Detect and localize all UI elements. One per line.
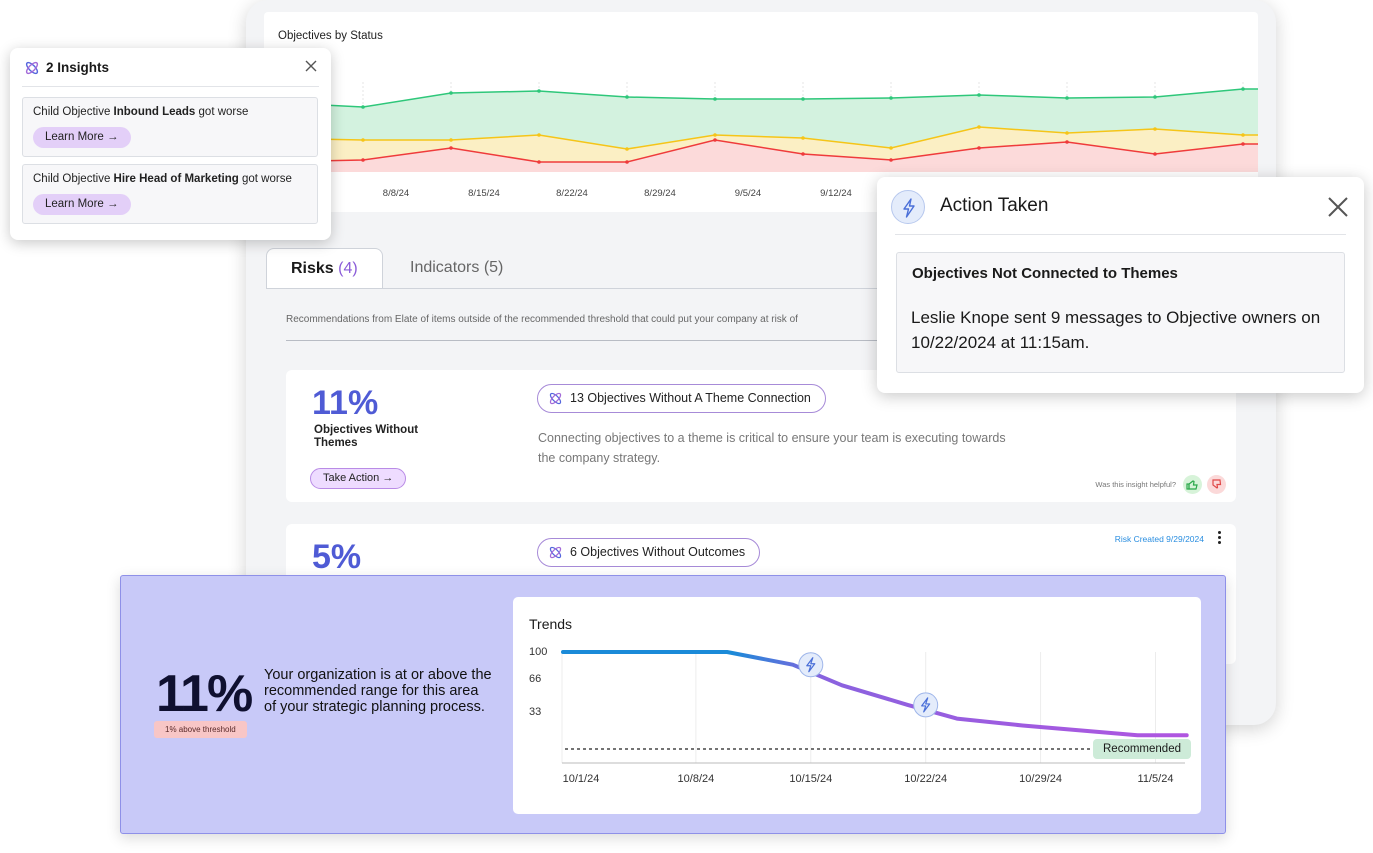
risk-insight-pill[interactable]: 6 Objectives Without Outcomes bbox=[537, 538, 761, 567]
close-icon[interactable] bbox=[1326, 195, 1350, 219]
action-detail-title: Objectives Not Connected to Themes bbox=[912, 265, 1178, 282]
thumbs-down-button[interactable] bbox=[1207, 475, 1226, 494]
risk-percent: 11% bbox=[312, 384, 379, 422]
trends-x-tick-label: 10/22/24 bbox=[904, 773, 947, 785]
insights-title: 2 Insights bbox=[46, 60, 110, 75]
thumbs-up-button[interactable] bbox=[1183, 475, 1202, 494]
action-divider bbox=[895, 234, 1346, 235]
trends-x-tick-label: 10/1/24 bbox=[563, 773, 600, 785]
banner-percent: 11% bbox=[156, 665, 253, 723]
tab-risks[interactable]: Risks (4) bbox=[266, 248, 383, 289]
recommended-label: Recommended bbox=[1093, 739, 1191, 759]
insight-item: Child Objective Inbound Leads got worse … bbox=[22, 97, 318, 157]
thumbs-up-icon bbox=[1186, 480, 1198, 490]
banner-description: Your organization is at or above the rec… bbox=[264, 667, 492, 715]
tab-indicators[interactable]: Indicators (5) bbox=[410, 259, 504, 276]
trends-x-tick-label: 11/5/24 bbox=[1138, 773, 1174, 785]
insight-suffix: got worse bbox=[238, 173, 292, 185]
insight-prefix: Child Objective bbox=[33, 173, 114, 185]
insight-suffix: got worse bbox=[195, 106, 249, 118]
status-x-label: 8/22/24 bbox=[556, 188, 588, 199]
trends-title: Trends bbox=[529, 616, 573, 632]
insight-objective-name: Hire Head of Marketing bbox=[113, 173, 239, 185]
trends-x-tick-label: 10/8/24 bbox=[678, 773, 715, 785]
risk-percent: 5% bbox=[312, 538, 362, 576]
tab-risks-count: (4) bbox=[338, 260, 358, 277]
trends-y-tick-label: 33 bbox=[529, 706, 541, 718]
insight-prefix: Child Objective bbox=[33, 106, 114, 118]
lightning-icon bbox=[798, 652, 824, 678]
status-x-label: 8/8/24 bbox=[383, 188, 409, 199]
threshold-badge: 1% above threshold bbox=[154, 721, 247, 738]
risk-insight-pill-label: 13 Objectives Without A Theme Connection bbox=[570, 391, 811, 405]
insight-atom-icon bbox=[549, 546, 562, 559]
learn-more-button[interactable]: Learn More → bbox=[33, 127, 131, 148]
section-divider bbox=[286, 340, 1236, 341]
status-yellow-area bbox=[264, 127, 1258, 162]
threshold-banner: 11% 1% above threshold Your organization… bbox=[120, 575, 1226, 834]
trends-y-tick-label: 66 bbox=[529, 673, 541, 685]
risk-label: Objectives Without Themes bbox=[314, 424, 419, 449]
status-x-label: 9/12/24 bbox=[820, 188, 852, 199]
risk-insight-pill-label: 6 Objectives Without Outcomes bbox=[570, 545, 746, 559]
insight-atom-icon bbox=[549, 392, 562, 405]
lightning-icon bbox=[891, 190, 925, 224]
status-chart-svg: 8/8/24 8/15/24 8/22/24 8/29/24 9/5/24 9/… bbox=[264, 82, 1258, 199]
status-x-label: 9/5/24 bbox=[735, 188, 761, 199]
trends-chart: Trends 100 66 33 10/1/24 10/8/24 10/15/24 10/… bbox=[513, 597, 1201, 814]
trend-series-line bbox=[561, 650, 1189, 738]
trends-y-tick-label: 100 bbox=[529, 646, 547, 658]
action-taken-title: Action Taken bbox=[940, 195, 1049, 216]
risk-insight-pill[interactable]: 13 Objectives Without A Theme Connection bbox=[537, 384, 826, 413]
status-x-label: 8/15/24 bbox=[468, 188, 500, 199]
status-red-area bbox=[264, 140, 1258, 172]
trends-svg: 100 66 33 10/1/24 10/8/24 10/15/24 10/22/24 10… bbox=[529, 646, 1189, 785]
trends-x-tick-label: 10/29/24 bbox=[1019, 773, 1062, 785]
take-action-button[interactable]: Take Action → bbox=[310, 468, 407, 489]
action-detail-text: Leslie Knope sent 9 messages to Objectiv… bbox=[911, 308, 1321, 352]
action-lightning-marker bbox=[798, 652, 824, 678]
action-taken-popover: Action Taken Objectives Not Connected to… bbox=[877, 177, 1364, 393]
helpful-prompt: Was this insight helpful? bbox=[1095, 480, 1176, 489]
tab-risks-label: Risks bbox=[291, 260, 334, 277]
thumbs-down-icon bbox=[1212, 479, 1222, 489]
insight-text: Child Objective Inbound Leads got worse bbox=[33, 106, 248, 118]
action-lightning-marker bbox=[913, 692, 939, 718]
status-chart-title: Objectives by Status bbox=[278, 30, 383, 42]
learn-more-button[interactable]: Learn More → bbox=[33, 194, 131, 215]
objectives-by-status-chart: Objectives by Status bbox=[264, 12, 1258, 212]
more-options-icon[interactable] bbox=[1216, 530, 1222, 546]
close-icon[interactable] bbox=[303, 58, 319, 74]
tab-divider bbox=[266, 288, 1266, 289]
action-detail-box: Objectives Not Connected to Themes Lesli… bbox=[896, 252, 1345, 373]
lightning-icon bbox=[913, 692, 939, 718]
trends-x-tick-label: 10/15/24 bbox=[789, 773, 832, 785]
insight-item: Child Objective Hire Head of Marketing g… bbox=[22, 164, 318, 224]
insights-popover: 2 Insights Child Objective Inbound Leads… bbox=[10, 48, 331, 240]
status-x-label: 8/29/24 bbox=[644, 188, 676, 199]
insight-objective-name: Inbound Leads bbox=[113, 106, 196, 118]
insight-text: Child Objective Hire Head of Marketing g… bbox=[33, 173, 292, 185]
insight-atom-icon bbox=[25, 61, 39, 75]
status-green-area bbox=[264, 89, 1258, 149]
risk-description: Connecting objectives to a theme is crit… bbox=[538, 431, 1006, 465]
recommendations-description: Recommendations from Elate of items outs… bbox=[286, 314, 798, 325]
insights-divider bbox=[22, 86, 319, 87]
risk-created-date: Risk Created 9/29/2024 bbox=[1114, 534, 1204, 544]
